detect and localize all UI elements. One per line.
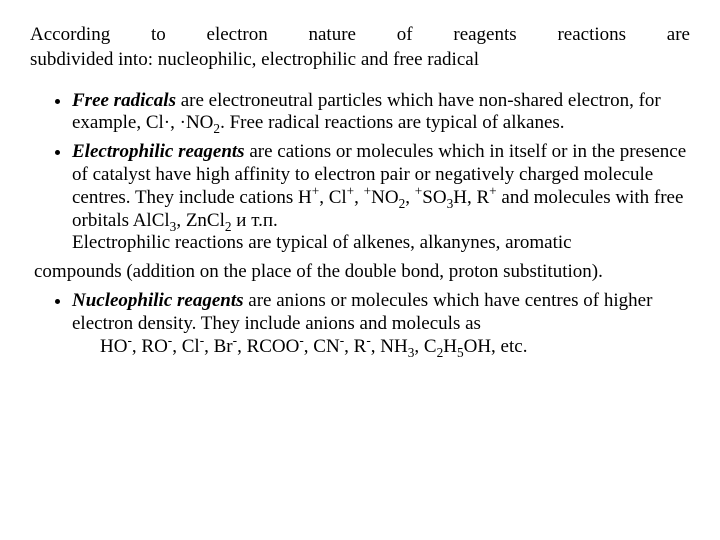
text: , — [405, 187, 415, 208]
bullet-list: Nucleophilic reagents are anions or mole… — [30, 290, 690, 358]
list-item: Nucleophilic reagents are anions or mole… — [72, 290, 690, 358]
list-item: Free radicals are electroneutral particl… — [72, 90, 690, 136]
heading-line-1: According to electron nature of reagents… — [30, 24, 690, 47]
indented-line: HO-, RO-, Cl-, Br-, RCOO-, CN-, R-, NH3,… — [72, 336, 690, 359]
list-item: Electrophilic reagents are cations or mo… — [72, 141, 690, 255]
subscript: 2 — [225, 218, 232, 233]
text: , CN — [304, 336, 340, 357]
text: OH, etc. — [464, 336, 528, 357]
text: H, R — [453, 187, 489, 208]
text: , Br — [204, 336, 233, 357]
text: Electrophilic reactions are typical of a… — [72, 232, 572, 253]
heading-line-2: subdivided into: nucleophilic, electroph… — [30, 49, 690, 72]
text: , RO — [132, 336, 168, 357]
text: и т.п. — [232, 210, 278, 231]
text: , Cl — [319, 187, 346, 208]
text: , R — [344, 336, 366, 357]
text: , C — [414, 336, 436, 357]
text: , RCOO — [237, 336, 299, 357]
superscript: + — [489, 183, 497, 198]
text: , ZnCl — [176, 210, 225, 231]
term-nucleophilic: Nucleophilic reagents — [72, 290, 244, 311]
continuation-text: compounds (addition on the place of the … — [34, 261, 690, 284]
text: , NH — [371, 336, 408, 357]
text: H — [443, 336, 457, 357]
text: , — [354, 187, 364, 208]
bullet-list: Free radicals are electroneutral particl… — [30, 90, 690, 256]
text: NO — [371, 187, 398, 208]
text: , Cl — [172, 336, 199, 357]
subscript: 5 — [457, 344, 464, 359]
text: SO — [422, 187, 446, 208]
text: HO — [100, 336, 127, 357]
term-free-radicals: Free radicals — [72, 90, 176, 111]
text: . Free radical reactions are typical of … — [220, 112, 564, 133]
term-electrophilic: Electrophilic reagents — [72, 141, 245, 162]
